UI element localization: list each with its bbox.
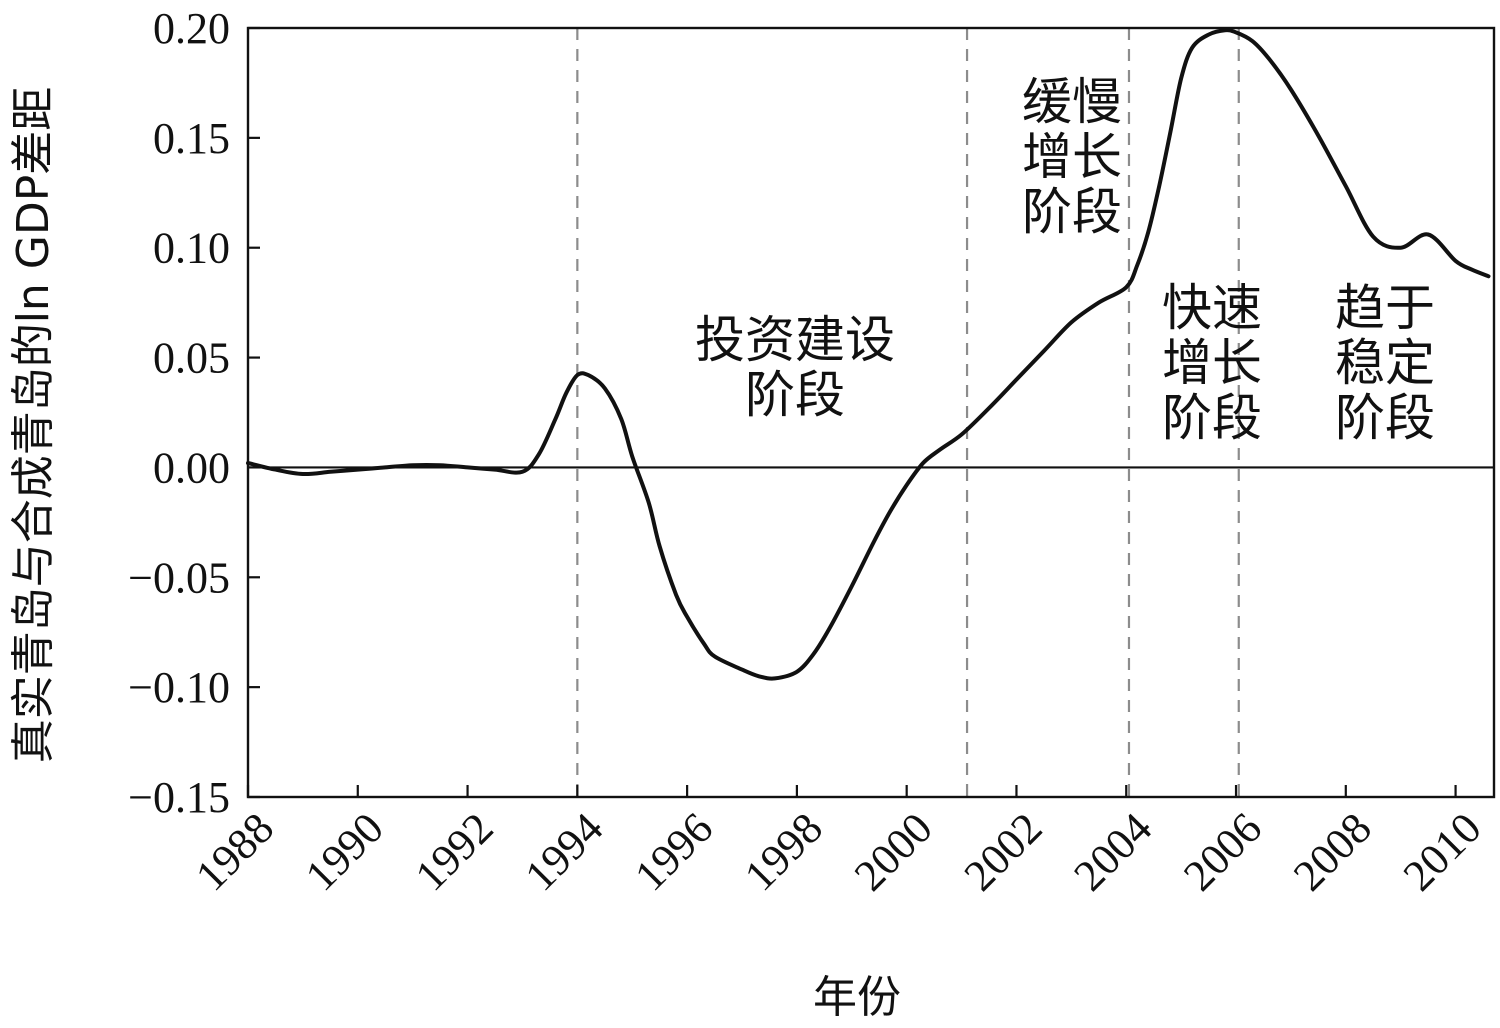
x-tick-label: 2004 (1064, 803, 1161, 900)
x-tick-label: 1992 (406, 803, 503, 900)
annotation-line: 增长 (1022, 128, 1122, 186)
annotation-line: 增长 (1162, 334, 1262, 392)
y-tick-label: −0.15 (128, 773, 230, 822)
annotation-investment-stage: 投资建设阶段 (695, 311, 895, 424)
y-tick-label: 0.20 (153, 4, 230, 53)
y-tick-label: 0.05 (153, 334, 230, 383)
annotation-line: 快速 (1162, 279, 1262, 337)
annotation-line: 趋于 (1335, 279, 1435, 337)
axes (246, 26, 1496, 799)
x-tick-label: 2006 (1174, 803, 1271, 900)
annotation-line: 稳定 (1335, 334, 1435, 392)
annotation-line: 阶段 (1162, 389, 1262, 447)
annotation-line: 缓慢 (1022, 73, 1122, 131)
annotation-stabilizing-stage: 趋于稳定阶段 (1335, 279, 1435, 447)
x-tick-label: 1990 (296, 803, 393, 900)
x-tick-label: 2002 (955, 803, 1052, 900)
x-tick-label: 2010 (1394, 803, 1491, 900)
y-tick-label: 0.15 (153, 114, 230, 163)
series-layer (246, 28, 1491, 681)
annotation-line: 投资建设 (695, 311, 895, 369)
x-tick-label: 1996 (625, 803, 722, 900)
y-tick-label: −0.05 (128, 553, 230, 602)
annotation-rapid-growth-stage: 快速增长阶段 (1162, 279, 1262, 447)
series-line-1 (246, 28, 1491, 681)
y-tick-label: 0.00 (153, 443, 230, 492)
annotation-line: 阶段 (745, 366, 845, 424)
plot-frame (246, 26, 1496, 799)
stage-divider-layer (576, 28, 1240, 797)
annotation-line: 阶段 (1335, 389, 1435, 447)
y-tick-label: 0.10 (153, 224, 230, 273)
y-tick-label: −0.10 (128, 663, 230, 712)
x-tick-label: 1998 (735, 803, 832, 900)
x-tick-label: 2000 (845, 803, 942, 900)
x-tick-label: 1994 (516, 803, 613, 900)
x-axis-label: 年份 (813, 972, 901, 1023)
y-axis-label: 真实青岛与合成青岛的ln GDP差距 (8, 87, 59, 764)
annotation-line: 阶段 (1022, 183, 1122, 241)
x-tick-label: 2008 (1284, 803, 1381, 900)
annotation-slow-growth-stage: 缓慢增长阶段 (1022, 73, 1122, 241)
